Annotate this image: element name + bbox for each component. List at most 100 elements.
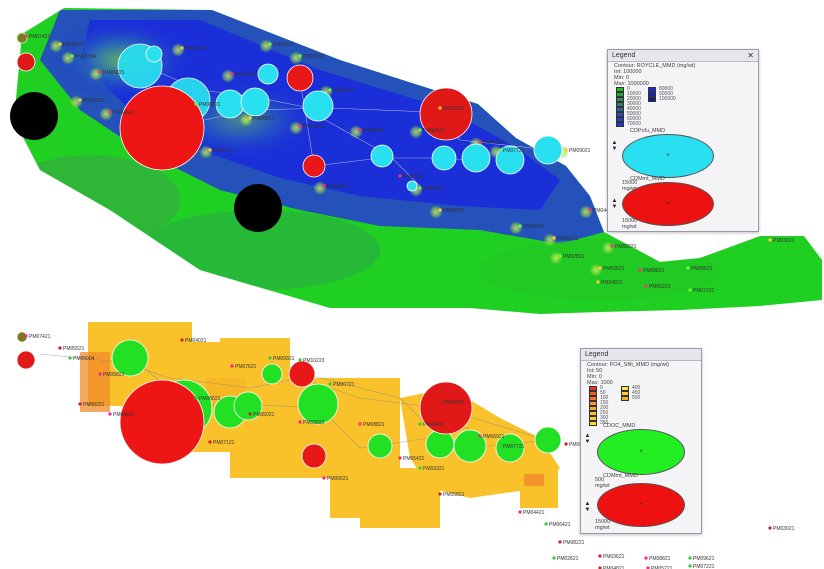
cyan-bubble[interactable] — [461, 143, 491, 173]
well-marker[interactable] — [298, 54, 302, 58]
well-marker[interactable] — [70, 54, 74, 58]
legend-scroll-up-icon[interactable]: ▲ ▼ — [584, 433, 591, 445]
well-marker[interactable] — [518, 224, 522, 228]
cyan-bubble[interactable] — [145, 45, 163, 63]
well-marker[interactable] — [268, 356, 272, 360]
green-bubble[interactable] — [233, 391, 263, 421]
well-marker[interactable] — [208, 148, 212, 152]
well-marker[interactable] — [322, 476, 326, 480]
well-marker[interactable] — [208, 440, 212, 444]
well-marker[interactable] — [598, 554, 602, 558]
well-marker[interactable] — [328, 382, 332, 386]
top-cyan-bubbles[interactable] — [117, 43, 563, 192]
cyan-bubble[interactable] — [240, 87, 270, 117]
well-marker[interactable] — [498, 444, 502, 448]
close-icon[interactable]: ✕ — [747, 51, 754, 60]
well-marker[interactable] — [328, 88, 332, 92]
well-marker[interactable] — [78, 402, 82, 406]
well-marker[interactable] — [478, 434, 482, 438]
well-marker[interactable] — [194, 102, 198, 106]
cyan-bubble[interactable] — [406, 180, 418, 192]
well-marker[interactable] — [438, 492, 442, 496]
well-marker[interactable] — [358, 422, 362, 426]
green-bubble[interactable] — [425, 429, 455, 459]
cyan-bubble[interactable] — [495, 145, 525, 175]
well-marker[interactable] — [610, 244, 614, 248]
well-marker[interactable] — [230, 72, 234, 76]
green-bubble[interactable] — [367, 433, 393, 459]
red-bubble[interactable] — [302, 154, 326, 178]
bottom-red-bubbles[interactable] — [16, 331, 473, 469]
well-marker[interactable] — [564, 442, 568, 446]
well-marker[interactable] — [78, 98, 82, 102]
well-marker[interactable] — [358, 128, 362, 132]
bottom-map-canvas[interactable]: PM07421 PM05004 PM05521 PM05821 PM09321 PM040… — [0, 318, 824, 569]
bottom-contour-map[interactable]: PM07421 PM05004 PM05521 PM05821 PM09321 PM040… — [0, 318, 824, 569]
well-marker[interactable] — [644, 556, 648, 560]
well-marker[interactable] — [688, 288, 692, 292]
well-marker[interactable] — [558, 254, 562, 258]
well-marker[interactable] — [180, 46, 184, 50]
red-bubble[interactable] — [119, 379, 205, 465]
well-marker[interactable] — [438, 106, 442, 110]
well-marker[interactable] — [552, 556, 556, 560]
well-marker[interactable] — [438, 400, 442, 404]
green-bubble[interactable] — [534, 426, 562, 454]
well-marker[interactable] — [58, 42, 62, 46]
well-marker[interactable] — [108, 412, 112, 416]
red-bubble[interactable] — [286, 64, 314, 92]
well-marker[interactable] — [768, 238, 772, 242]
well-marker[interactable] — [564, 148, 568, 152]
legend-title-bar[interactable]: Legend ✕ — [608, 50, 758, 62]
green-bubble[interactable] — [495, 433, 525, 463]
top-red-bubbles[interactable] — [16, 32, 473, 178]
well-marker[interactable] — [194, 396, 198, 400]
well-marker[interactable] — [596, 280, 600, 284]
well-marker[interactable] — [644, 284, 648, 288]
red-bubble[interactable] — [16, 350, 36, 370]
well-marker[interactable] — [180, 338, 184, 342]
green-bubble[interactable] — [297, 383, 339, 425]
well-marker[interactable] — [398, 456, 402, 460]
green-bubble[interactable] — [261, 363, 283, 385]
green-bubble[interactable] — [111, 339, 149, 377]
red-bubble[interactable] — [301, 443, 327, 469]
well-marker[interactable] — [298, 358, 302, 362]
well-marker[interactable] — [544, 522, 548, 526]
well-marker[interactable] — [98, 70, 102, 74]
red-bubble[interactable] — [419, 381, 473, 435]
red-bubble[interactable] — [419, 87, 473, 141]
green-bubble[interactable] — [453, 429, 487, 463]
red-bubble[interactable] — [16, 52, 36, 72]
well-marker[interactable] — [588, 208, 592, 212]
red-bubble[interactable] — [119, 85, 205, 171]
well-marker[interactable] — [98, 372, 102, 376]
well-marker[interactable] — [268, 42, 272, 46]
legend-scroll-down-icon[interactable]: ▲ ▼ — [584, 501, 591, 513]
well-marker[interactable] — [24, 34, 28, 38]
legend-title-bar[interactable]: Legend — [581, 349, 701, 361]
well-marker[interactable] — [438, 208, 442, 212]
well-marker[interactable] — [686, 266, 690, 270]
well-marker[interactable] — [552, 236, 556, 240]
well-marker[interactable] — [498, 148, 502, 152]
well-marker[interactable] — [688, 564, 692, 568]
well-marker[interactable] — [248, 412, 252, 416]
well-marker[interactable] — [24, 334, 28, 338]
well-marker[interactable] — [558, 540, 562, 544]
well-marker[interactable] — [768, 526, 772, 530]
well-marker[interactable] — [298, 124, 302, 128]
well-marker[interactable] — [598, 266, 602, 270]
well-marker[interactable] — [518, 510, 522, 514]
well-marker[interactable] — [646, 566, 650, 569]
cyan-bubble[interactable] — [302, 90, 334, 122]
well-marker[interactable] — [418, 186, 422, 190]
well-marker[interactable] — [418, 422, 422, 426]
legend-scroll-up-icon[interactable]: ▲ ▼ — [611, 140, 618, 152]
well-marker[interactable] — [108, 110, 112, 114]
well-marker[interactable] — [322, 184, 326, 188]
top-legend-panel[interactable]: Legend ✕ Contour: ROYCLE_MMD (mg/wt) Int… — [607, 49, 759, 232]
well-marker[interactable] — [418, 466, 422, 470]
well-marker[interactable] — [398, 174, 402, 178]
well-marker[interactable] — [638, 268, 642, 272]
